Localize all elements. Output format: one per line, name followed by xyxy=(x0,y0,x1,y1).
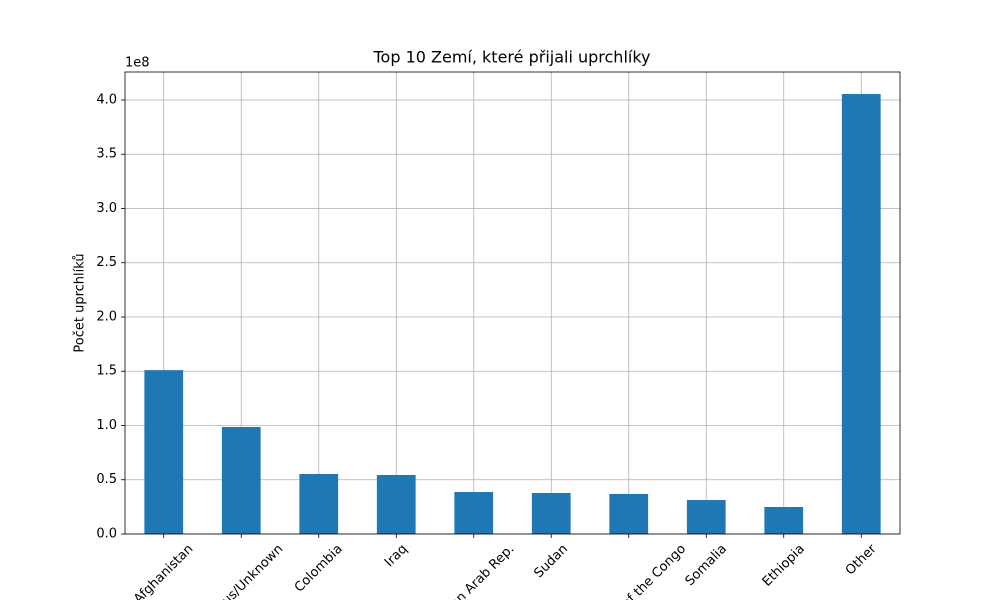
y-tick-label: 2.0 xyxy=(96,309,117,324)
y-tick-label: 3.0 xyxy=(96,201,117,216)
chart-title: Top 10 Zemí, které přijali uprchlíky xyxy=(373,48,651,67)
x-tick-label: Afghanistan xyxy=(131,542,196,600)
bar xyxy=(609,493,649,534)
bar xyxy=(221,427,261,534)
x-tick-label: Other xyxy=(843,541,880,578)
x-tick-label: Iraq xyxy=(382,542,411,571)
bar xyxy=(764,506,804,534)
plot-frame xyxy=(124,71,901,535)
bar xyxy=(299,473,339,534)
bar xyxy=(686,500,726,534)
y-tick-label: 1.0 xyxy=(96,418,117,433)
x-tick-label: Various/Unknown xyxy=(196,542,286,600)
bar xyxy=(144,370,184,534)
bar xyxy=(376,474,416,534)
y-tick-label: 1.5 xyxy=(96,364,117,379)
bar xyxy=(531,492,571,534)
y-tick-label: 2.5 xyxy=(96,255,117,270)
y-tick-label: 0.5 xyxy=(96,472,117,487)
x-tick-label: Somalia xyxy=(683,542,730,589)
y-tick-label: 0.0 xyxy=(96,527,117,542)
x-tick-label: Sudan xyxy=(531,542,571,582)
x-tick-label: Colombia xyxy=(292,542,346,596)
bar xyxy=(454,492,494,534)
x-tick-label: Dem. Rep. of the Congo xyxy=(568,542,689,600)
y-offset-label: 1e8 xyxy=(125,56,150,71)
x-tick-label: Syrian Arab Rep. xyxy=(430,542,517,600)
bar xyxy=(841,94,881,535)
y-tick-label: 4.0 xyxy=(96,92,117,107)
y-axis-label: Počet uprchlíků xyxy=(73,253,88,352)
y-tick-label: 3.5 xyxy=(96,147,117,162)
x-tick-label: Ethiopia xyxy=(760,542,808,590)
